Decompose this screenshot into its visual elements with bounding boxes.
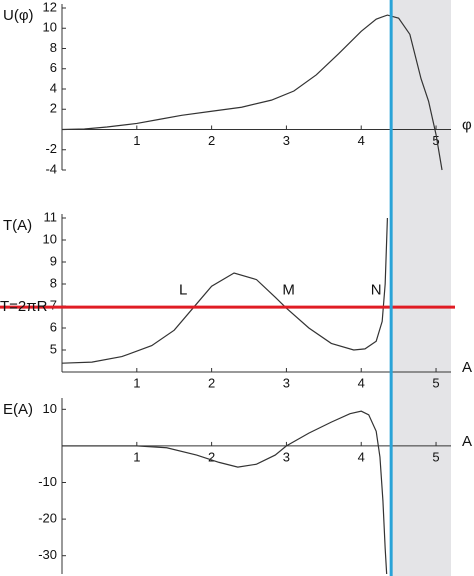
x-axis-label: φ [462,116,472,133]
y-axis-label: U(φ) [3,7,34,24]
x-tick-label: 2 [208,449,215,464]
x-tick-label: 5 [432,133,439,148]
annotation: M [282,282,295,299]
y-tick-label: -20 [38,511,57,526]
y-tick-label: 6 [50,60,57,75]
x-tick-label: 3 [283,449,290,464]
y-tick-label: 9 [50,253,57,268]
x-tick-label: 1 [133,449,140,464]
shaded-region [391,0,451,576]
x-tick-label: 1 [133,133,140,148]
y-axis-label: T(A) [3,217,32,234]
x-tick-label: 5 [432,449,439,464]
x-tick-label: 1 [133,375,140,390]
y-tick-label: 8 [50,275,57,290]
x-axis-label: A [462,433,472,450]
y-tick-label: 5 [50,341,57,356]
y-tick-label: 11 [44,209,58,224]
x-tick-label: 2 [208,133,215,148]
y-tick-label: 12 [43,0,57,14]
y-tick-label: -2 [45,141,57,156]
y-tick-label: 10 [43,231,57,246]
curve [61,217,389,364]
y-tick-label: -10 [38,474,57,489]
y-tick-label: 7 [50,297,57,312]
curve [61,14,443,171]
x-tick-label: 4 [358,133,365,148]
x-axis-label: A [462,359,472,376]
y-tick-label: 6 [50,319,57,334]
y-tick-label: 10 [43,20,57,35]
y-tick-label: 4 [50,80,57,95]
y-tick-label: 8 [50,40,57,55]
annotation: L [179,282,187,299]
y-tick-label: -4 [45,161,57,176]
x-tick-label: 4 [358,375,365,390]
y-axis-label: E(A) [3,401,33,418]
reference-label: T=2πR [0,298,48,315]
curve [62,410,388,575]
x-tick-label: 5 [432,375,439,390]
y-tick-label: 10 [43,401,57,416]
y-tick-label: -30 [38,547,57,562]
y-tick-label: 2 [50,101,57,116]
x-tick-label: 3 [283,375,290,390]
x-tick-label: 2 [208,375,215,390]
annotation: N [371,282,382,299]
x-tick-label: 3 [283,133,290,148]
x-tick-label: 4 [358,449,365,464]
